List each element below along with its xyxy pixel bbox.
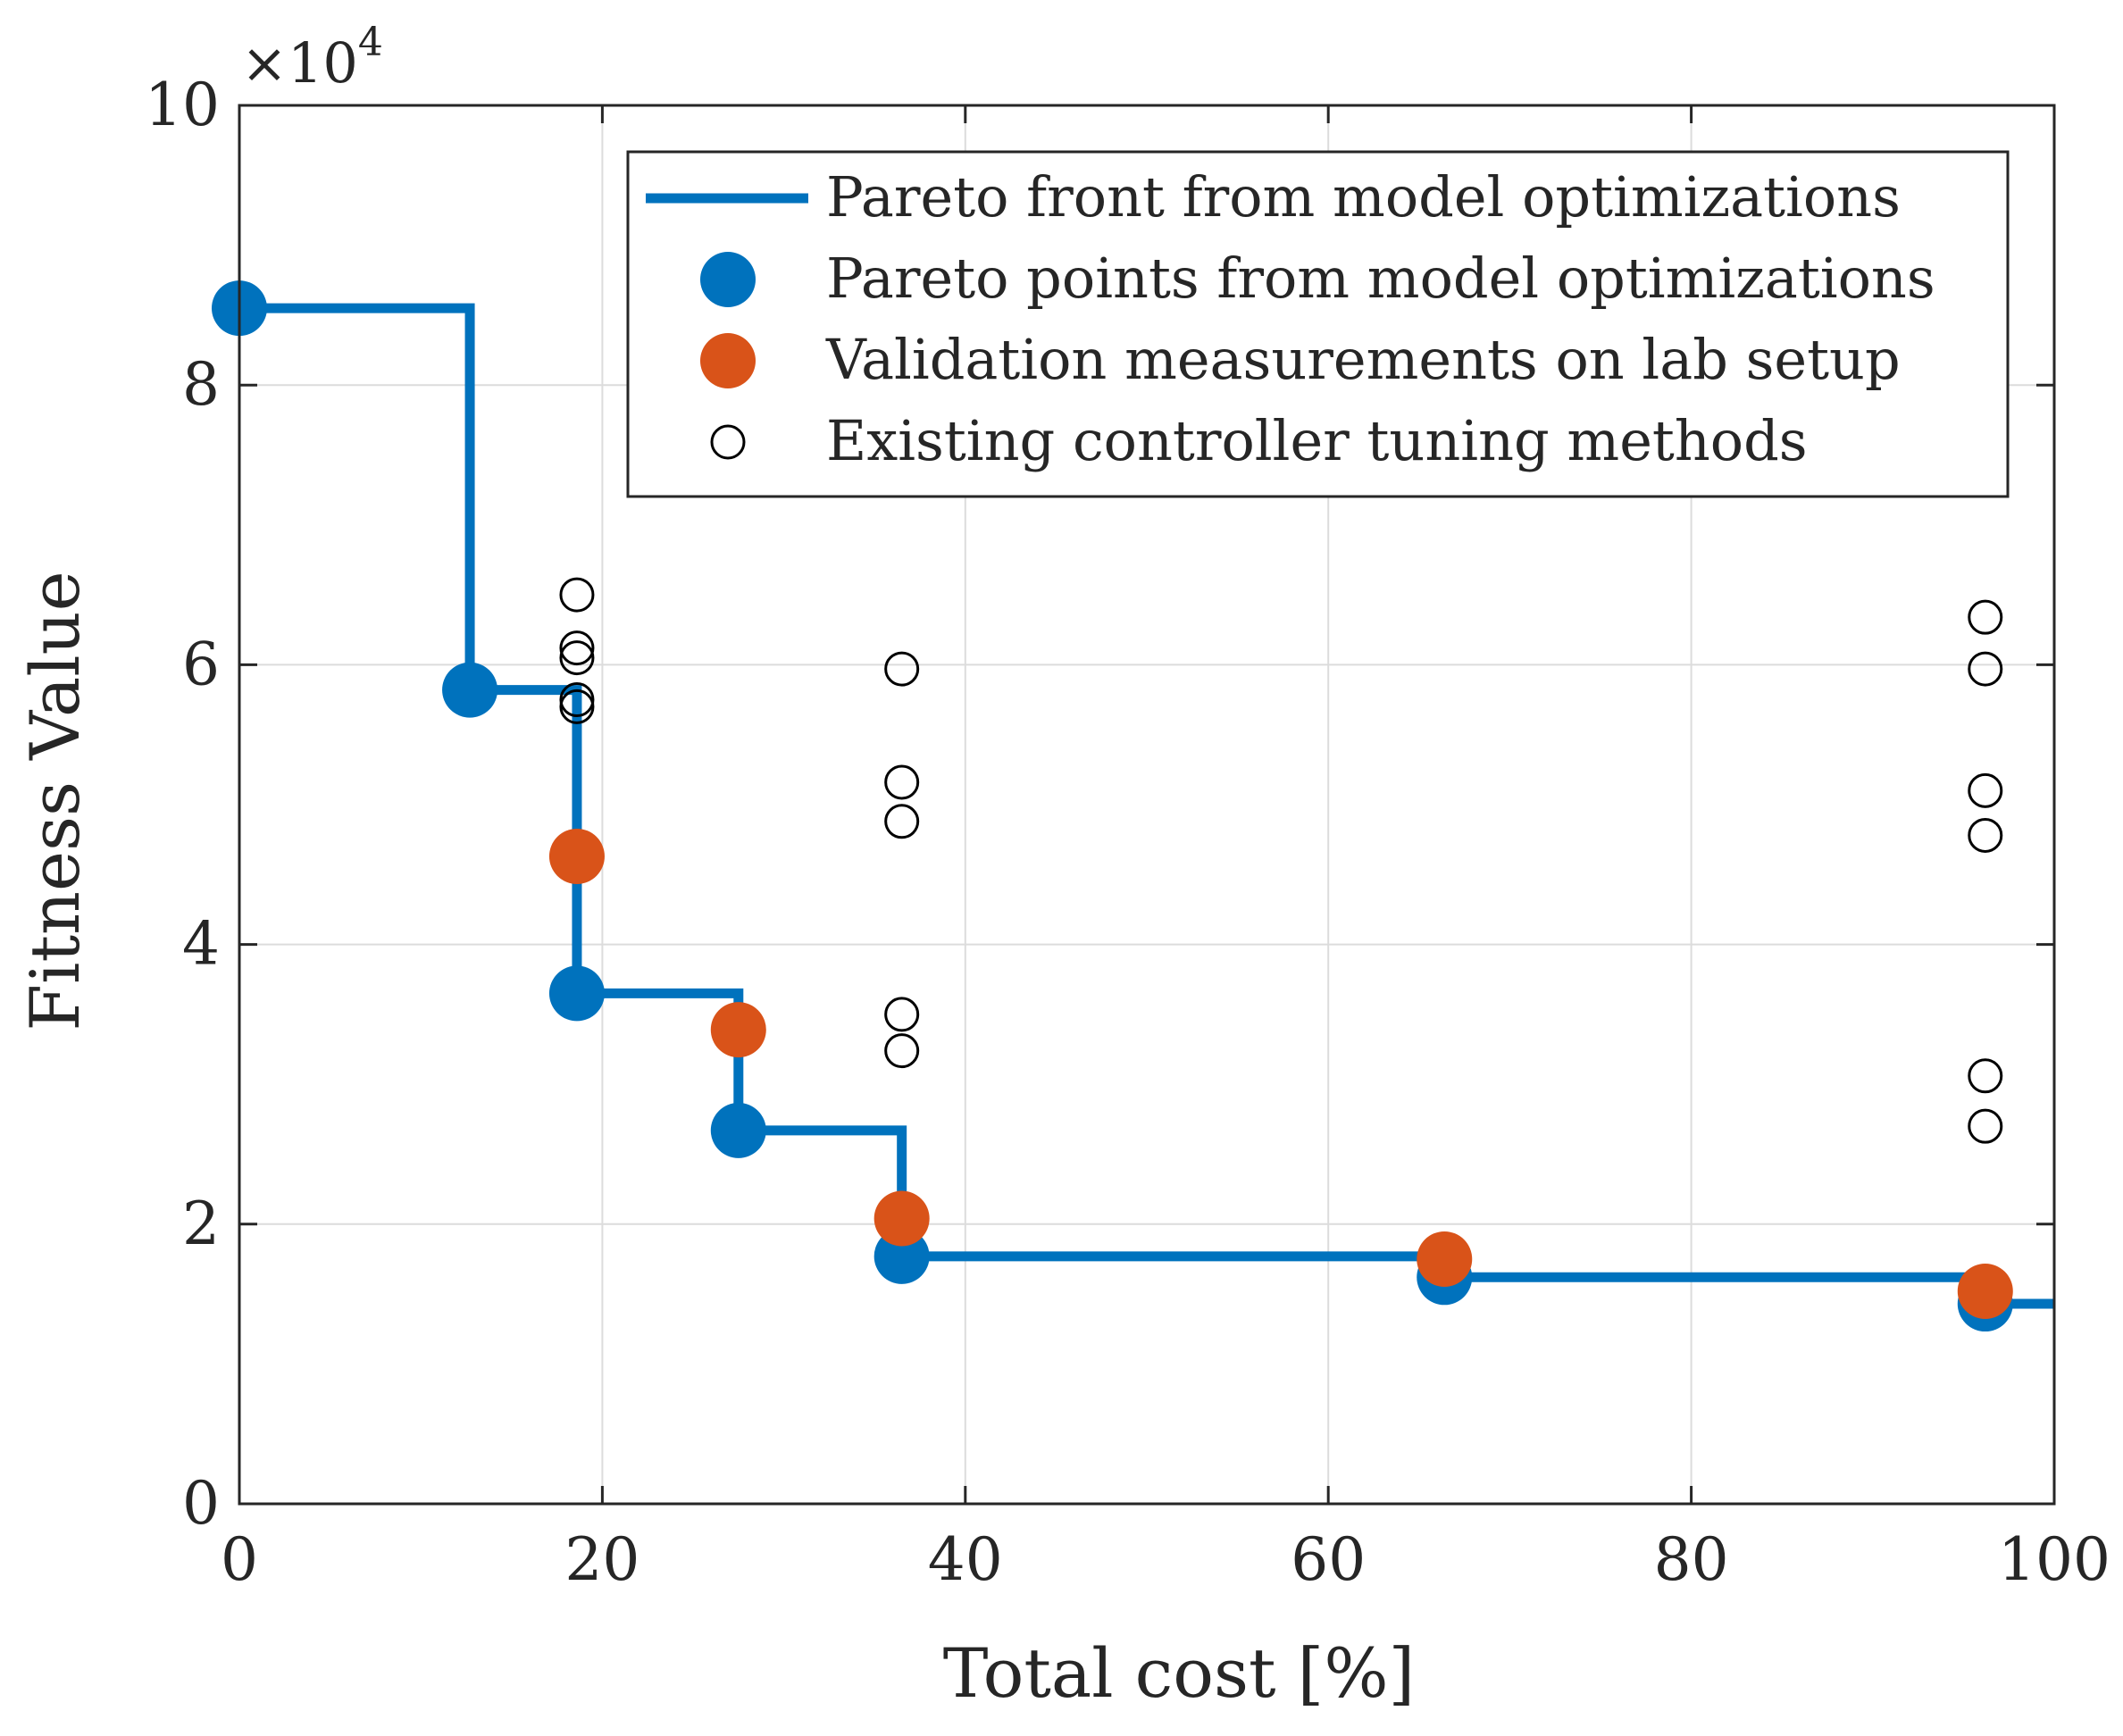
existing-method-point [884, 764, 920, 800]
legend-label: Pareto points from model optimizations [826, 246, 1935, 311]
existing-method-point [1968, 599, 2003, 635]
legend-blue-marker [700, 252, 756, 307]
existing-method-point [1968, 1108, 2003, 1144]
x-tick-label: 100 [1998, 1525, 2110, 1594]
validation-point [1417, 1231, 1473, 1287]
existing-method-point [559, 682, 595, 718]
existing-method-point [884, 997, 920, 1032]
legend-label: Validation measurements on lab setup [825, 327, 1901, 392]
x-tick-label: 40 [928, 1525, 1003, 1594]
legend-box [626, 150, 2010, 498]
existing-method-point [1968, 651, 2003, 687]
y-tick-label: 4 [182, 910, 220, 979]
y-axis-title: Fitness Value [15, 571, 95, 1031]
pareto-point [710, 1102, 766, 1158]
validation-point [710, 1002, 766, 1058]
x-tick-label: 60 [1291, 1525, 1366, 1594]
existing-method-point [559, 640, 595, 676]
plot-area [212, 280, 2054, 1332]
existing-method-point [559, 689, 595, 724]
legend-open-marker [710, 424, 746, 460]
existing-method-point [1968, 1058, 2003, 1094]
x-axis-title: Total cost [%] [943, 1633, 1415, 1713]
existing-method-point [1968, 817, 2003, 853]
validation-point [548, 828, 605, 884]
existing-method-point [1968, 772, 2003, 808]
existing-method-point [559, 577, 595, 613]
pareto-point [548, 965, 605, 1022]
pareto-point [442, 662, 498, 718]
legend-label: Pareto front from model optimizations [826, 164, 1901, 230]
axes-box [238, 104, 2056, 1506]
legend: Pareto front from model optimizations Par… [626, 150, 2010, 498]
x-tick-label: 20 [564, 1525, 639, 1594]
legend-orange-marker [700, 333, 756, 388]
existing-method-point [884, 804, 920, 839]
x-tick-label: 80 [1654, 1525, 1729, 1594]
y-tick-label: 8 [182, 350, 220, 419]
axis-ticks: 0 20 40 60 80 100 0 2 4 6 8 10 [145, 71, 2110, 1594]
exponent-power: 4 [358, 20, 383, 65]
existing-method-point [884, 651, 920, 687]
y-axis-exponent: ×104 [241, 20, 383, 96]
existing-method-point [559, 630, 595, 666]
y-tick-label: 0 [182, 1469, 220, 1538]
legend-label: Existing controller tuning methods [826, 408, 1808, 473]
y-tick-label: 10 [145, 71, 220, 139]
validation-point [1957, 1263, 2013, 1319]
y-tick-label: 6 [182, 630, 220, 698]
validation-point [873, 1190, 930, 1247]
x-tick-label: 0 [221, 1525, 258, 1594]
exponent-base: ×10 [241, 30, 358, 96]
y-tick-label: 2 [182, 1189, 220, 1258]
existing-method-point [884, 1033, 920, 1069]
